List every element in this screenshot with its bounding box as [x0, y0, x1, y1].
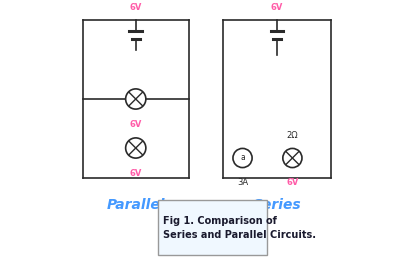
Text: Series: Series	[253, 198, 301, 212]
FancyBboxPatch shape	[158, 200, 267, 255]
Circle shape	[126, 138, 146, 158]
Circle shape	[126, 89, 146, 109]
Text: 6V: 6V	[129, 169, 142, 178]
Text: 2Ω: 2Ω	[287, 131, 298, 140]
Text: Parallel: Parallel	[106, 198, 165, 212]
Circle shape	[233, 148, 252, 168]
Circle shape	[283, 148, 302, 168]
Text: a: a	[240, 153, 245, 163]
Text: 6V: 6V	[129, 3, 142, 13]
Text: 6V: 6V	[286, 178, 299, 187]
Text: 6V: 6V	[129, 120, 142, 129]
Text: 3A: 3A	[237, 178, 248, 187]
Text: 6V: 6V	[271, 3, 283, 13]
Text: Fig 1. Comparison of
Series and Parallel Circuits.: Fig 1. Comparison of Series and Parallel…	[163, 215, 317, 239]
